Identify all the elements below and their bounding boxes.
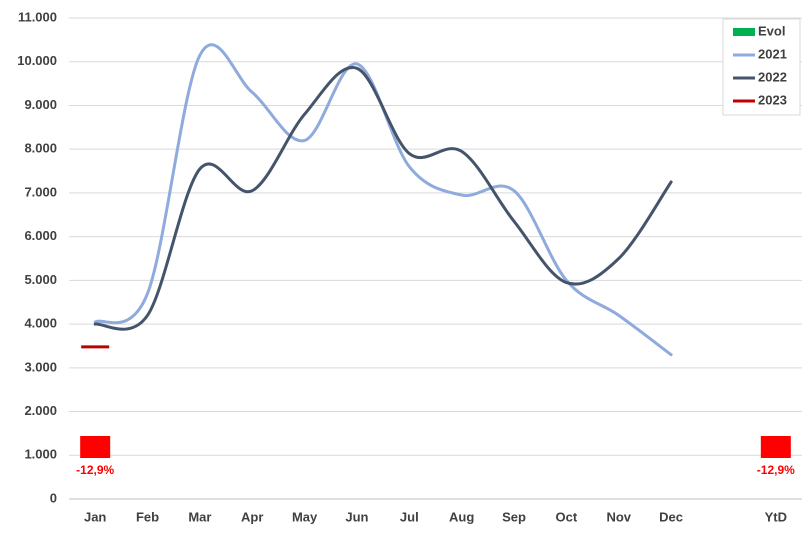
x-tick-label: Nov (606, 509, 631, 524)
x-tick-label: Oct (556, 509, 578, 524)
series-line (93, 65, 673, 331)
x-tick-label: Jan (84, 509, 106, 524)
data-label: -12,9% (76, 463, 114, 477)
y-tick-label: 6.000 (24, 228, 57, 243)
x-tick-label: Jul (400, 509, 419, 524)
x-tick-label: Sep (502, 509, 526, 524)
legend-label: Evol (758, 23, 785, 38)
y-tick-label: 8.000 (24, 141, 57, 156)
legend: Evol 2021 2022 2023 (722, 18, 801, 116)
x-tick-label: Jun (345, 509, 368, 524)
y-tick-label: 9.000 (24, 97, 57, 112)
x-tick-label: Apr (241, 509, 263, 524)
x-tick-label: YtD (765, 509, 787, 524)
x-tick-label: Feb (136, 509, 159, 524)
y-tick-label: 0 (50, 490, 57, 505)
legend-label: 2021 (758, 46, 787, 61)
y-tick-label: 11.000 (18, 9, 57, 24)
legend-label: 2023 (758, 92, 787, 107)
y-tick-label: 3.000 (24, 359, 57, 374)
y-tick-label: 1.000 (24, 447, 57, 462)
legend-label: 2022 (758, 69, 787, 84)
y-tick-label: 10.000 (17, 53, 57, 68)
evol-marker (760, 436, 791, 458)
y-tick-label: 2.000 (24, 403, 57, 418)
y-tick-label: 7.000 (24, 184, 57, 199)
data-label: -12,9% (757, 463, 795, 477)
y-tick-label: 5.000 (24, 272, 57, 287)
x-tick-label: Aug (449, 509, 474, 524)
x-tick-label: Mar (188, 509, 211, 524)
evol-marker (80, 436, 111, 458)
x-tick-label: Dec (659, 509, 683, 524)
series-line (93, 43, 673, 357)
legend-swatch (733, 28, 755, 36)
x-tick-label: May (292, 509, 318, 524)
y-tick-label: 4.000 (24, 316, 57, 331)
